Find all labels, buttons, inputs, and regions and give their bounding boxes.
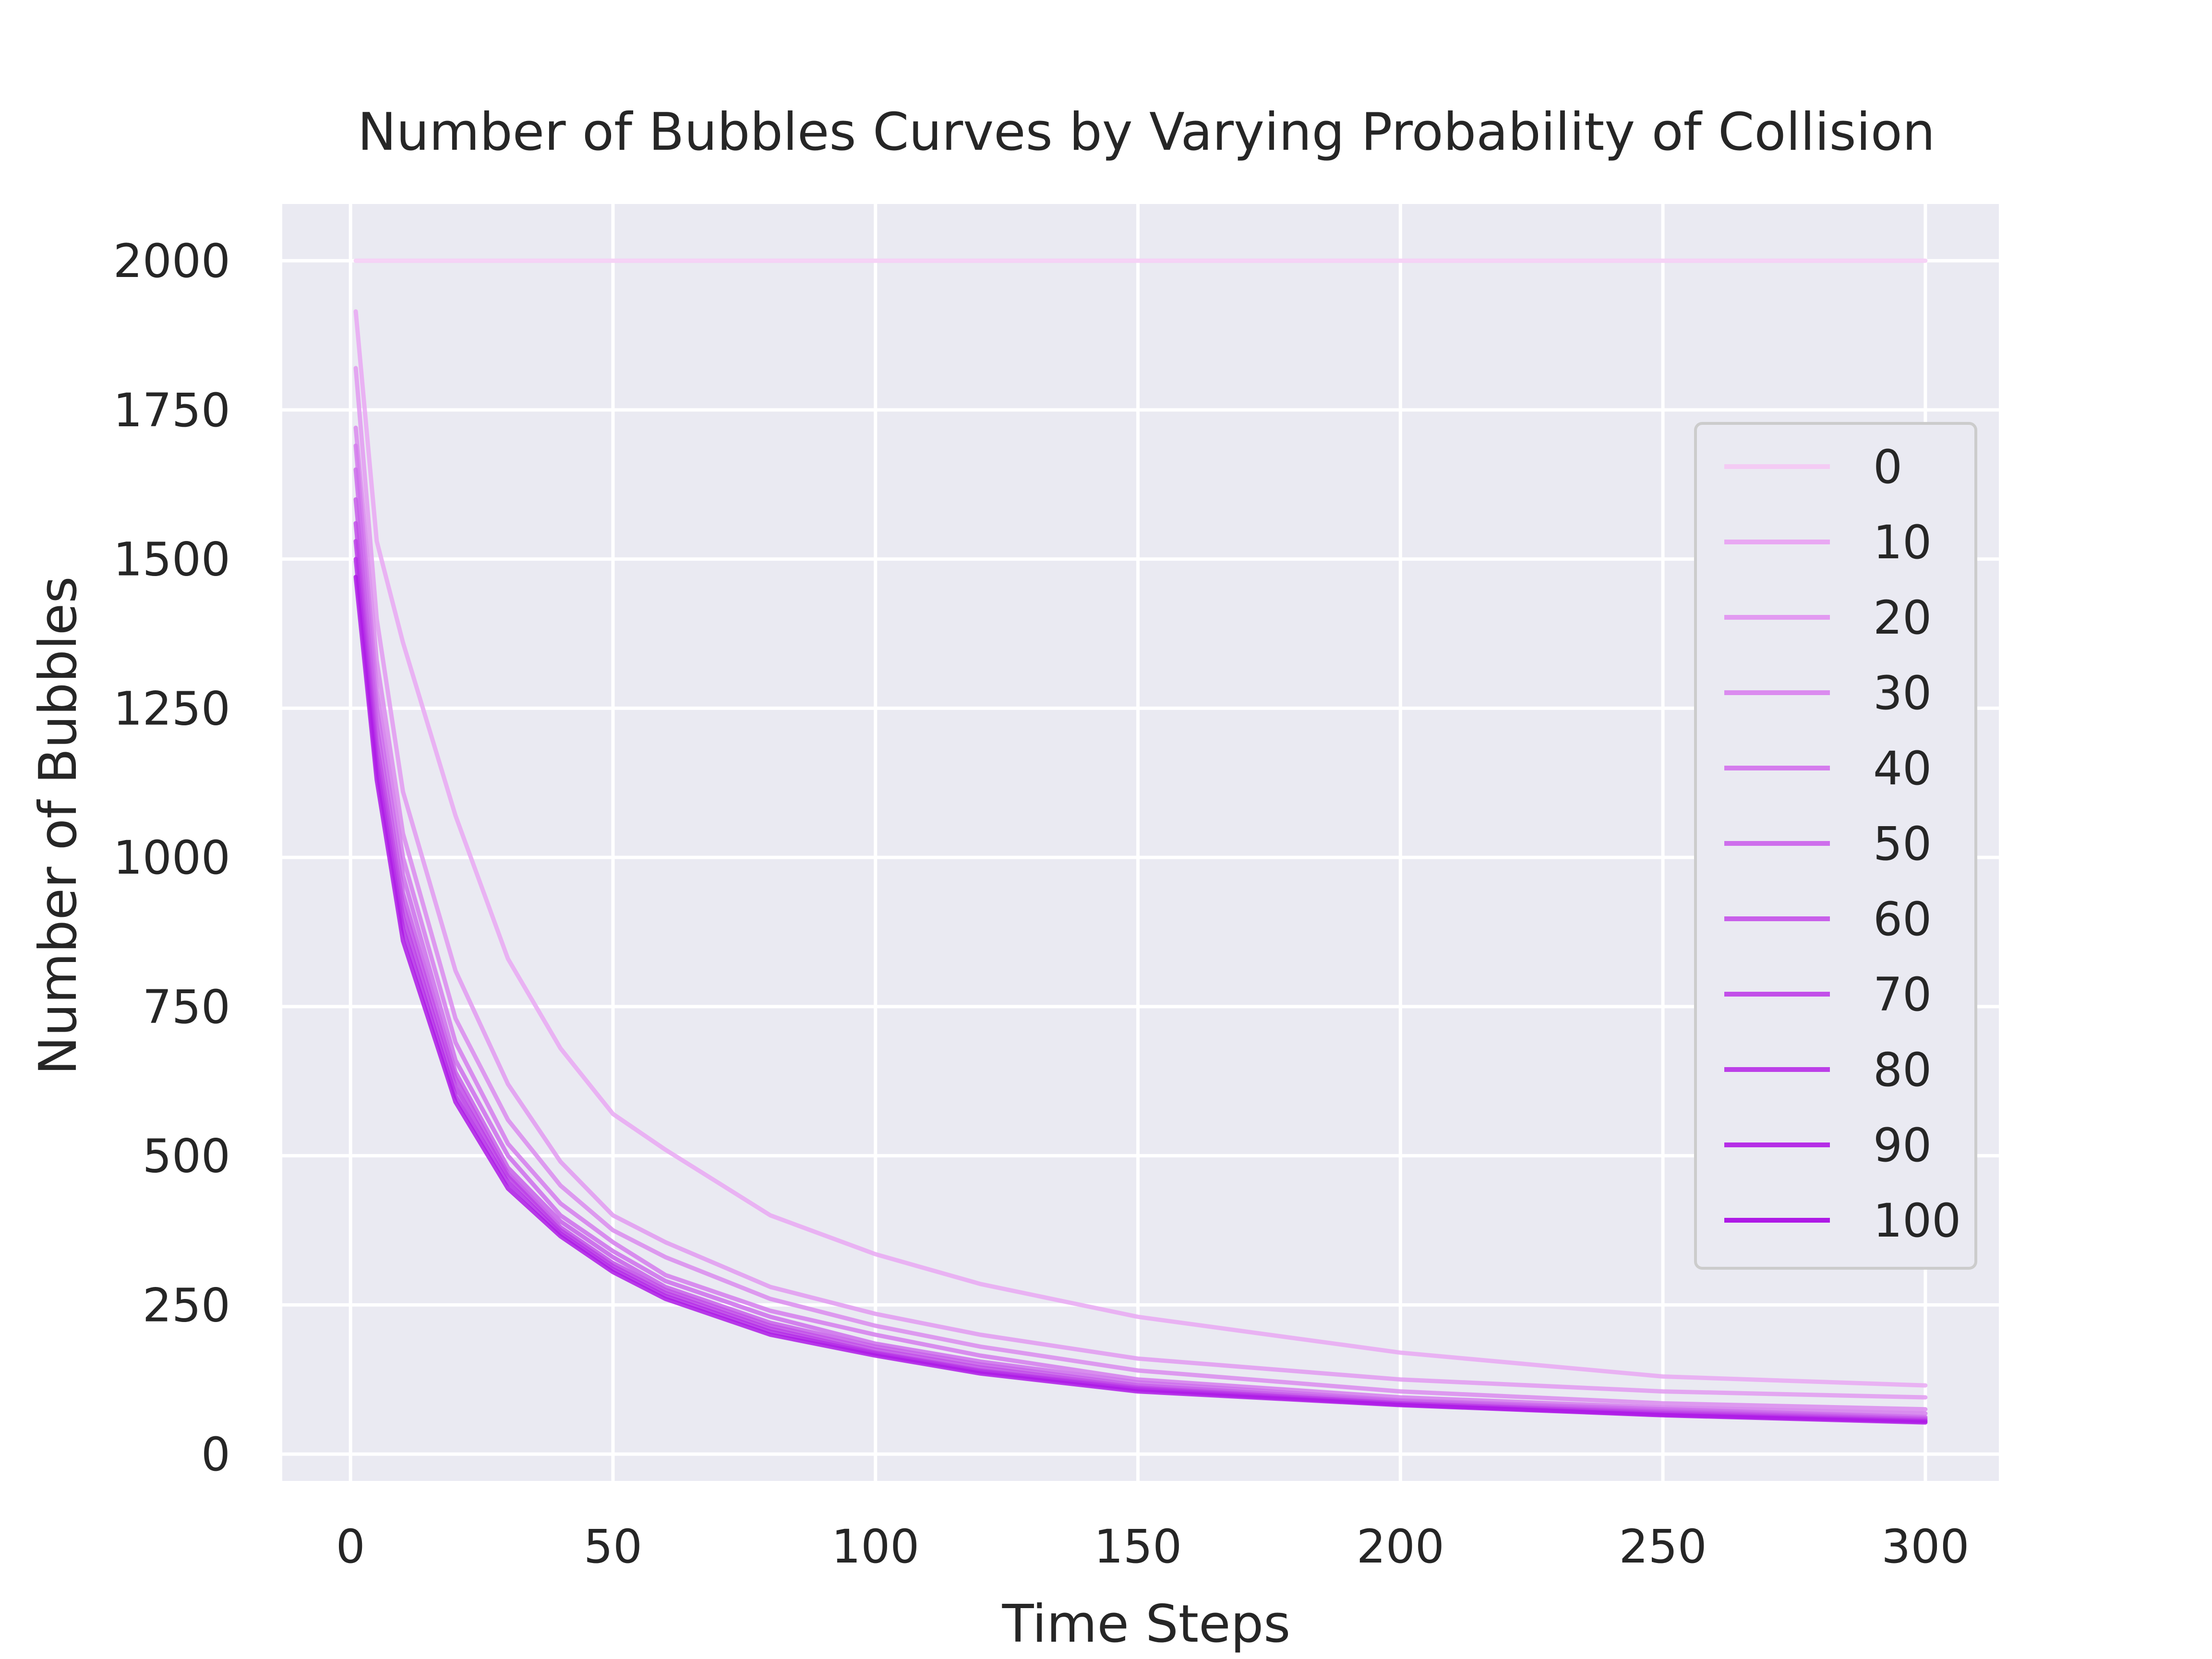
y-tick-label: 1500 [113, 533, 230, 587]
series-line-10 [353, 309, 1928, 1388]
series-line-100 [353, 575, 1928, 1425]
y-tick-label: 750 [143, 980, 230, 1034]
series-line-20 [353, 366, 1928, 1400]
x-tick-label: 0 [336, 1520, 365, 1574]
y-tick-label: 1000 [113, 831, 230, 885]
y-tick-label: 1750 [113, 384, 230, 437]
x-axis-ticks: 0 50 100 150 200 250 300 [336, 1520, 1970, 1574]
y-tick-label: 1250 [113, 682, 230, 735]
y-axis-ticks: 0 250 500 750 1000 1250 1500 1750 2000 [113, 234, 230, 1481]
x-tick-label: 100 [831, 1520, 919, 1574]
chart-title: Number of Bubbles Curves by Varying Prob… [358, 102, 1936, 162]
legend-box [1694, 422, 1977, 1270]
legend-label: 80 [1873, 1043, 1932, 1097]
x-tick-label: 150 [1094, 1520, 1182, 1574]
y-tick-label: 0 [201, 1428, 230, 1481]
legend-label: 70 [1873, 968, 1932, 1022]
y-axis-label: Number of Bubbles [28, 577, 88, 1075]
series-line-30 [353, 425, 1928, 1412]
legend-label: 50 [1873, 817, 1932, 871]
y-tick-label: 2000 [113, 234, 230, 288]
x-tick-label: 50 [584, 1520, 642, 1574]
legend-label: 40 [1873, 742, 1932, 795]
x-tick-label: 250 [1619, 1520, 1707, 1574]
legend-label: 10 [1873, 516, 1932, 569]
x-tick-label: 300 [1881, 1520, 1969, 1574]
legend-label: 0 [1873, 440, 1902, 494]
y-tick-label: 500 [143, 1130, 230, 1183]
legend-label: 60 [1873, 892, 1932, 946]
x-axis-label: Time Steps [1002, 1594, 1291, 1654]
legend-label: 20 [1873, 591, 1932, 645]
legend-label: 100 [1873, 1194, 1961, 1248]
legend-label: 90 [1873, 1118, 1932, 1172]
series-lines [353, 258, 1928, 1425]
legend: 0 10 20 30 40 50 60 70 80 90 100 [1694, 422, 1977, 1270]
legend-label: 30 [1873, 666, 1932, 720]
series-line-40 [353, 443, 1928, 1416]
y-tick-label: 250 [143, 1278, 230, 1332]
x-tick-label: 200 [1357, 1520, 1444, 1574]
